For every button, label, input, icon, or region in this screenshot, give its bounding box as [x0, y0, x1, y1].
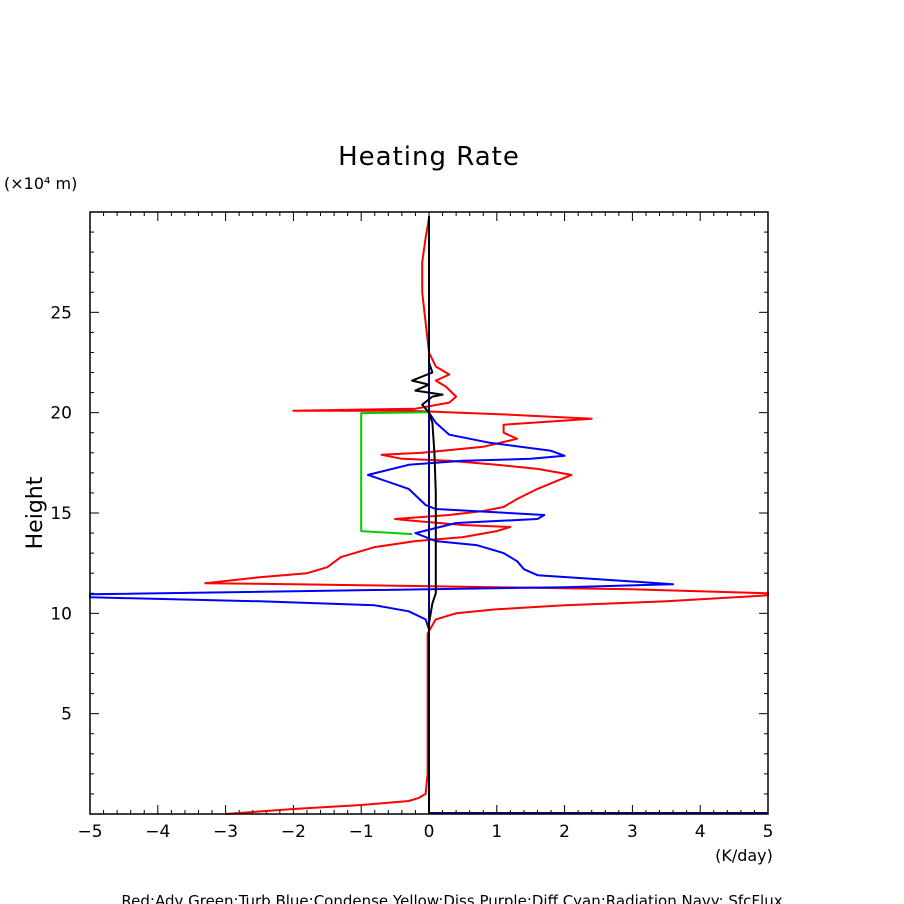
y-axis-label: Height: [23, 476, 48, 549]
x-axis-label: (K/day): [715, 846, 773, 865]
x-tick-label: 4: [695, 822, 706, 842]
x-tick-labels: −5 −4 −3 −2 −1 0 1 2 3 4 5: [77, 822, 773, 842]
series-line-turb: [360, 411, 428, 536]
x-tick-label: 0: [424, 822, 435, 842]
series-lines: [89, 216, 769, 815]
series-line-condense: [89, 412, 675, 812]
x-tick-label: 5: [763, 822, 774, 842]
series-line-total: [411, 216, 444, 814]
x-tick-label: −2: [281, 822, 306, 842]
y-tick-label: 10: [50, 604, 72, 624]
y-tick-label: 15: [50, 504, 72, 524]
x-tick-label: 2: [559, 822, 570, 842]
x-tick-label: −5: [77, 822, 102, 842]
series-line-adv: [204, 217, 769, 815]
x-tick-label: −4: [145, 822, 170, 842]
y-tick-label: 5: [61, 705, 72, 725]
legend-text: Red:Adv Green:Turb Blue:Condense Yellow:…: [121, 892, 782, 904]
y-tick-label: 20: [50, 404, 72, 424]
plot-frame: [89, 211, 769, 815]
y-tick-label: 25: [50, 303, 72, 323]
x-tick-label: 3: [627, 822, 638, 842]
y-unit-label: (×10⁴ m): [4, 174, 77, 193]
chart-title: Heating Rate: [338, 142, 520, 172]
series-line-sfcflux: [428, 216, 768, 814]
x-tick-label: 1: [491, 822, 502, 842]
x-tick-label: −1: [349, 822, 374, 842]
y-tick-labels: 5 10 15 20 25: [50, 303, 72, 724]
x-tick-label: −3: [213, 822, 238, 842]
